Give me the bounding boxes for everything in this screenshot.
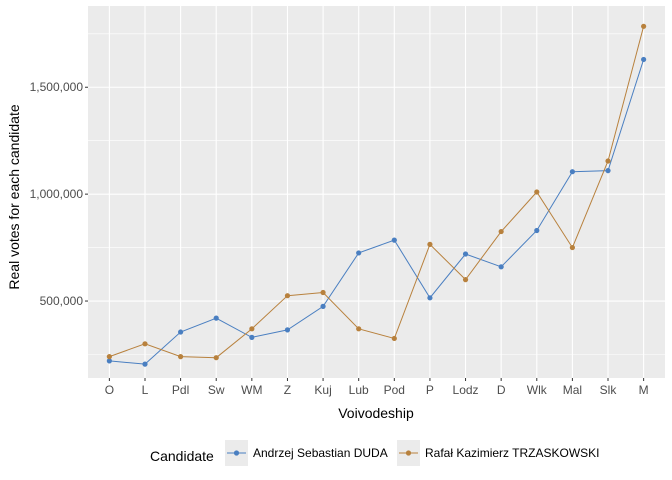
legend-label-trzaskowski: Rafał Kazimierz TRZASKOWSKI [425,446,599,460]
legend-key-point-trzaskowski [405,450,412,456]
legend-label-duda: Andrzej Sebastian DUDA [253,446,388,460]
data-point-trzaskowski [462,277,469,283]
y-axis-title: Real votes for each candidate [6,104,22,289]
data-point-duda [320,303,326,309]
x-axis-title: Voivodeship [338,405,414,421]
x-tick-label: D [497,383,506,397]
data-point-trzaskowski [249,326,255,332]
data-point-trzaskowski [356,326,362,332]
y-axis: 500,000 1,000,000 1,500,000 [30,80,88,308]
data-point-duda [284,327,291,333]
data-point-trzaskowski [569,244,575,251]
x-tick-label: Pod [384,383,405,397]
data-point-duda [605,168,611,174]
x-tick-label: M [639,383,649,397]
data-point-duda [641,56,647,63]
data-point-duda [498,264,504,270]
data-point-duda [427,295,433,301]
data-point-duda [142,361,148,367]
x-tick-label: Lub [349,383,369,397]
data-point-duda [534,227,540,234]
data-point-duda [569,169,575,175]
series-layer [106,23,647,367]
x-tick-label: WM [241,383,262,397]
data-point-duda [249,334,255,340]
series-line-trzaskowski [109,26,645,359]
data-point-duda [356,250,362,256]
minor-gridlines [88,33,665,355]
y-tick-label: 500,000 [40,294,84,308]
x-tick-label: Lodz [453,383,479,397]
legend-key-point-duda [233,450,240,456]
x-tick-label: O [105,383,114,397]
x-tick-label: Mal [563,383,582,397]
data-point-trzaskowski [213,355,219,361]
data-point-trzaskowski [391,335,397,342]
data-point-trzaskowski [605,158,611,164]
series-line-duda [109,59,645,365]
x-tick-label: Sw [208,383,225,397]
y-tick-label: 1,500,000 [30,80,84,94]
x-tick-label: Kuj [314,383,331,397]
legend: Candidate Andrzej Sebastian DUDA Rafał Ka… [150,440,599,466]
data-point-duda [213,315,219,321]
x-tick-label: L [142,383,149,397]
x-tick-label: Slk [600,383,618,397]
x-tick-label: Wlk [527,383,548,397]
data-point-trzaskowski [178,354,184,360]
data-point-duda [178,329,184,335]
data-point-trzaskowski [534,189,540,195]
x-tick-label: Z [284,383,291,397]
legend-title: Candidate [150,448,214,464]
major-gridlines [88,6,665,378]
data-point-trzaskowski [498,228,504,235]
y-tick-label: 1,000,000 [30,187,84,201]
data-point-trzaskowski [284,293,291,299]
data-point-trzaskowski [142,341,148,347]
data-point-trzaskowski [320,289,326,296]
data-point-trzaskowski [106,354,112,360]
data-point-duda [106,358,112,364]
x-tick-label: Pdl [172,383,189,397]
data-point-duda [391,237,397,243]
data-point-trzaskowski [427,241,433,247]
plot-panel [88,6,665,378]
x-tick-label: P [426,383,434,397]
data-point-duda [462,251,469,257]
data-point-trzaskowski [641,23,647,29]
x-axis: O L Pdl Sw WM Z Kuj Lub Pod P Lodz D Wlk Mal Slk M [105,378,649,397]
